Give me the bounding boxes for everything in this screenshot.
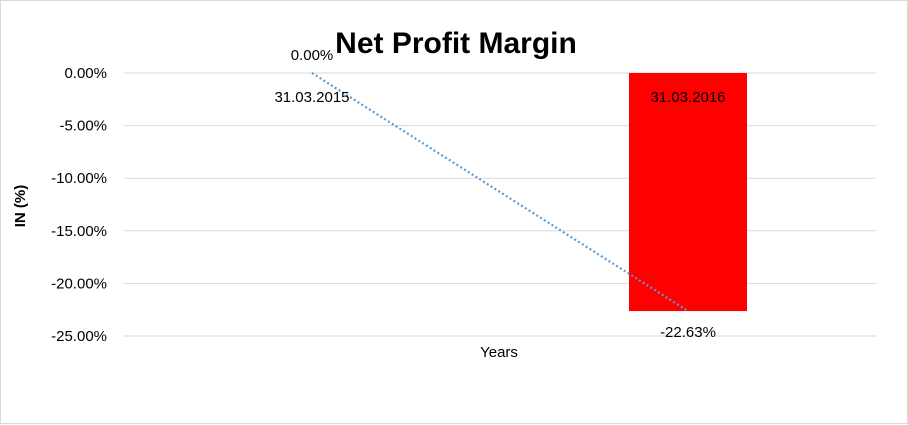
y-tick-label: -10.00% [51,170,107,187]
data-label: 0.00% [291,47,334,64]
trendline-line [311,72,689,312]
bar [629,73,747,312]
gridlines [124,72,876,337]
chart-title: Net Profit Margin [335,27,577,60]
y-axis-ticks: 0.00% -5.00% -10.00% -15.00% -20.00% -25.00% [51,65,107,345]
data-label: -22.63% [660,324,716,341]
category-labels: 31.03.2015 31.03.2016 [274,89,725,106]
data-labels: 0.00% -22.63% [291,47,716,341]
bars [629,73,747,312]
y-axis-label: IN (%) [12,185,29,228]
y-tick-label: -25.00% [51,328,107,345]
y-tick-label: 0.00% [64,65,107,82]
y-tick-label: -15.00% [51,223,107,240]
trendline [311,72,689,312]
y-tick-label: -20.00% [51,275,107,292]
y-tick-label: -5.00% [59,118,107,135]
category-label: 31.03.2016 [650,89,725,106]
category-label: 31.03.2015 [274,89,349,106]
x-axis-label: Years [480,344,518,361]
